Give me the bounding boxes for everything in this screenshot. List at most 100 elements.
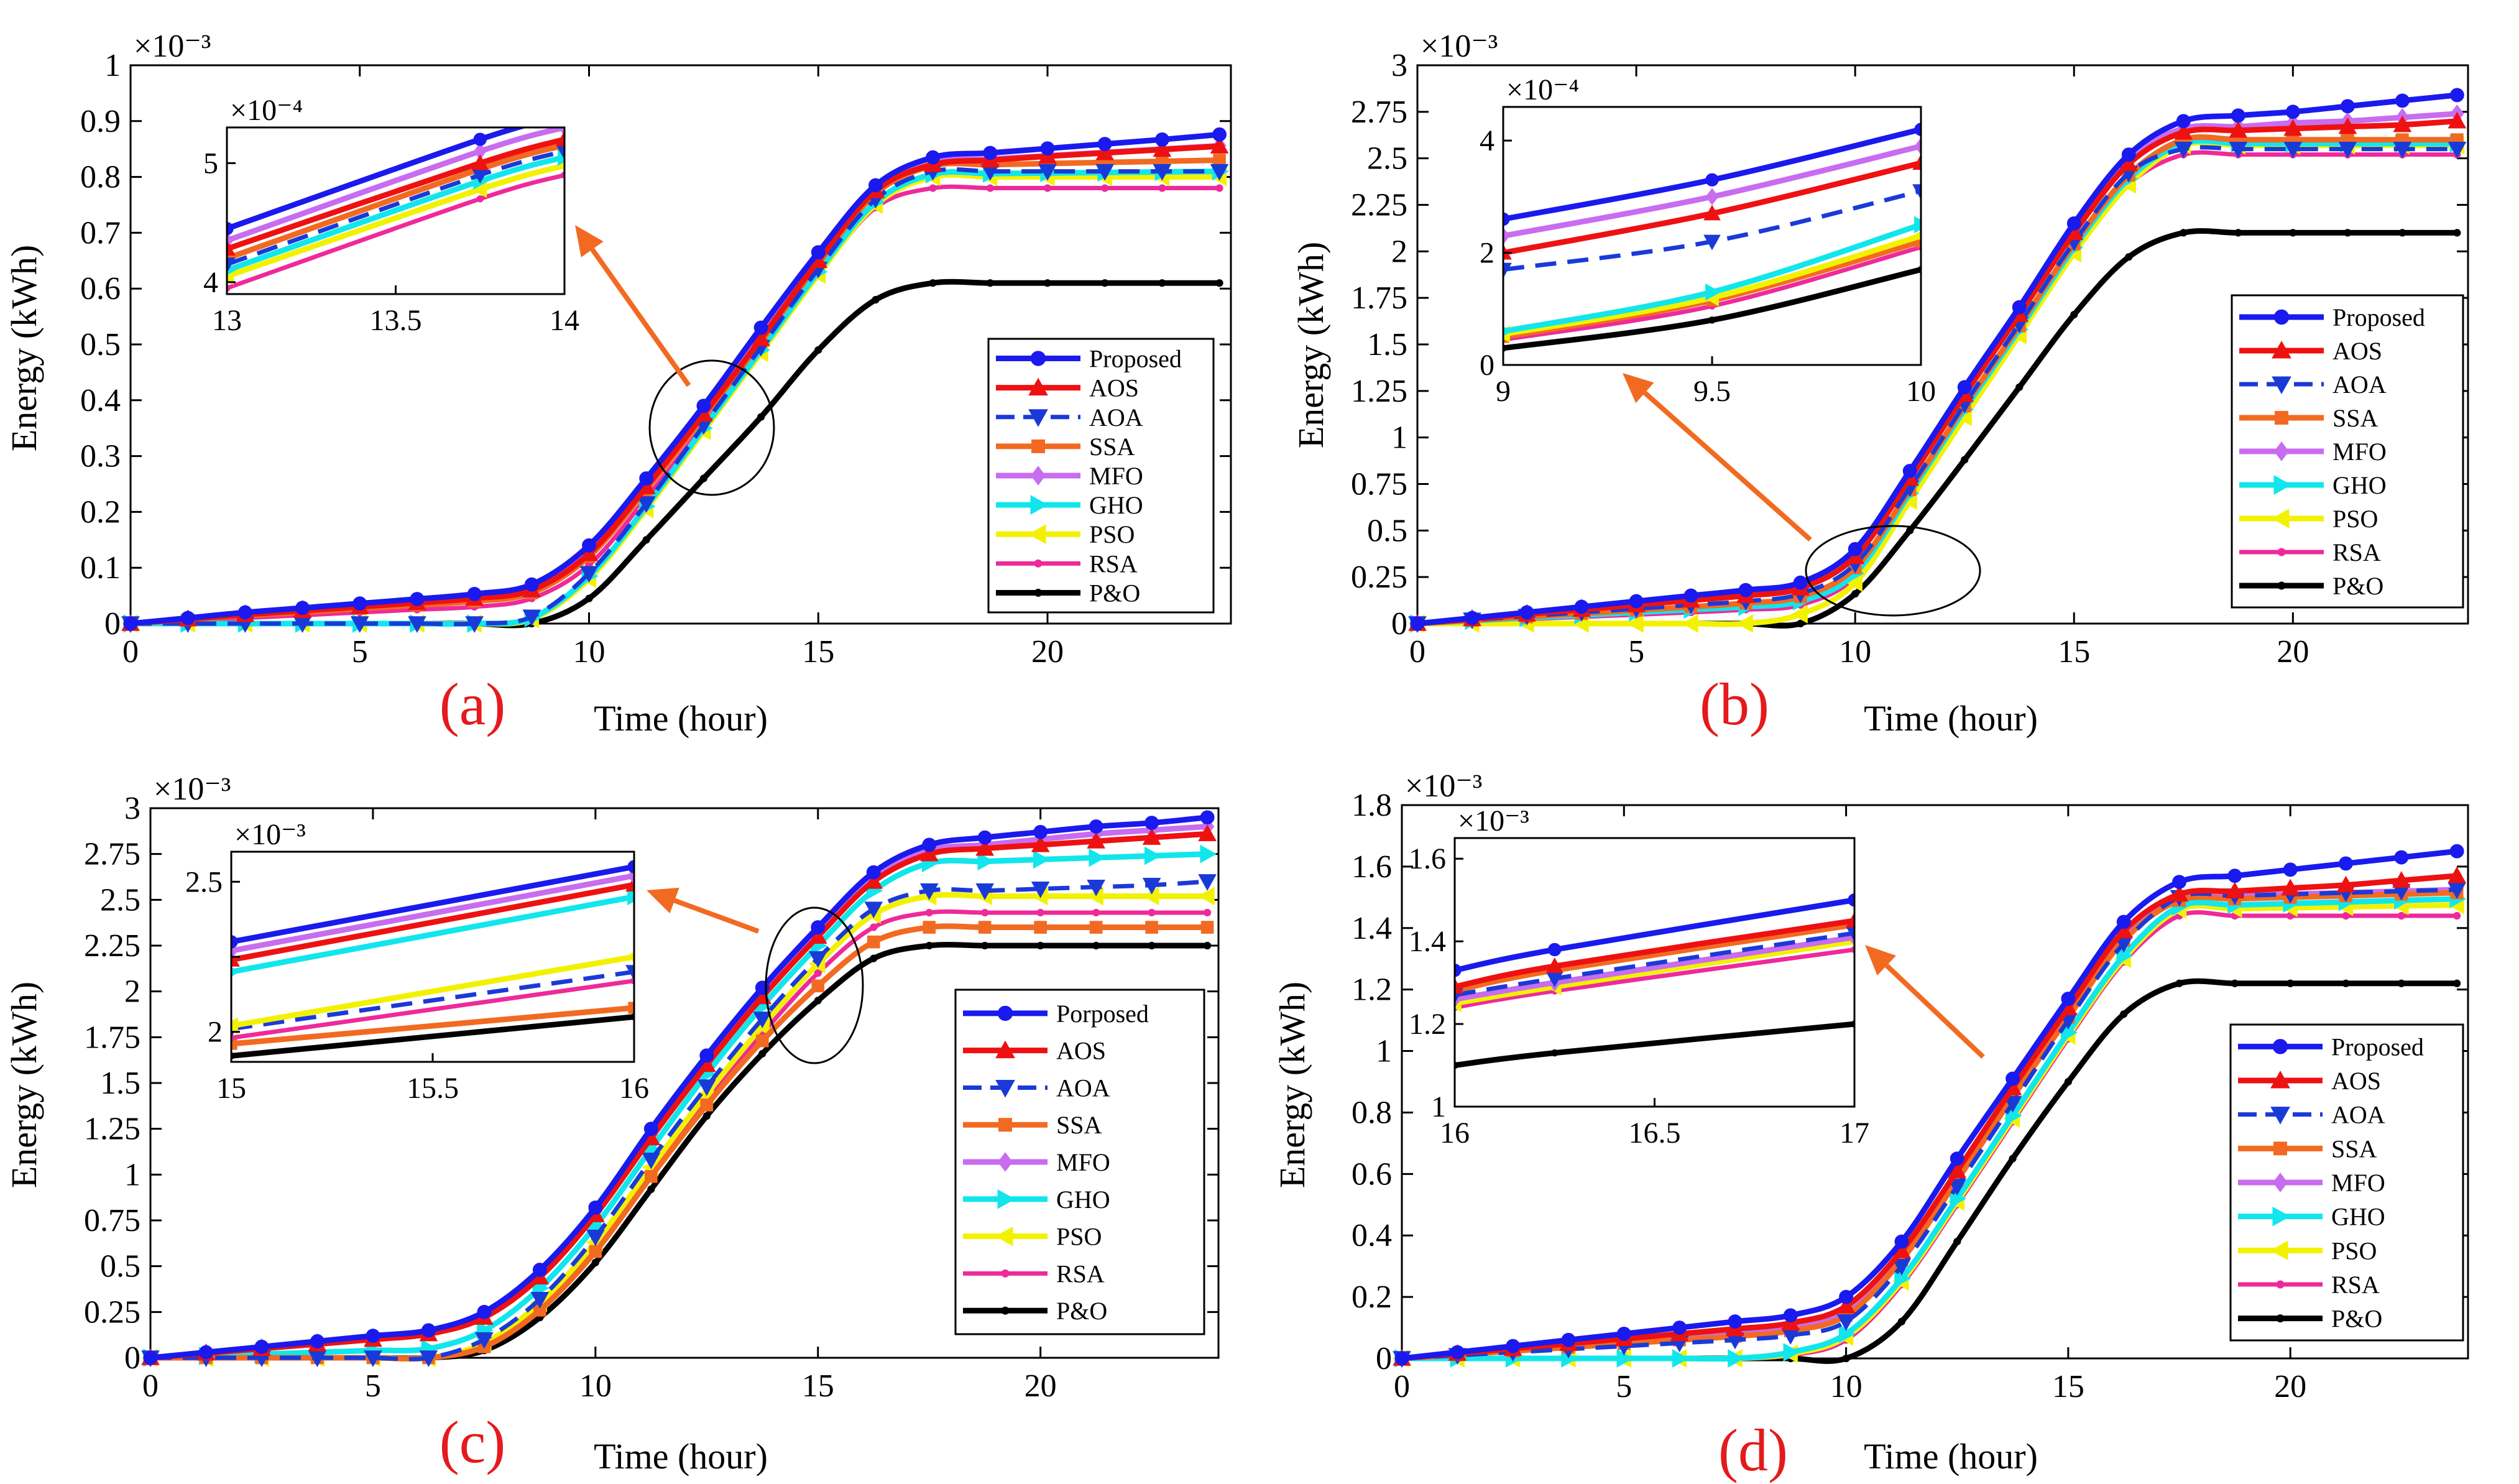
data-point (1912, 154, 1921, 170)
data-point (556, 144, 564, 160)
data-point (2116, 946, 2134, 966)
data-point (1101, 184, 1109, 192)
data-point (1215, 184, 1223, 192)
data-point (1545, 957, 1563, 973)
legend-label: AOS (2332, 337, 2382, 365)
data-point (1033, 824, 1048, 839)
data-point (639, 471, 654, 486)
data-point (1705, 188, 1719, 206)
legend-entry: AOA (2238, 1101, 2385, 1129)
y-tick-label: 2.25 (1351, 188, 1407, 223)
data-point (1394, 1351, 1409, 1366)
series-line (150, 851, 1208, 1361)
inset-x-tick-label: 9.5 (1693, 375, 1731, 408)
inset-axes: 13 13.5 14 4 5 ×10⁻⁴ (203, 94, 579, 337)
legend-entry: SSA (2238, 1135, 2377, 1163)
data-point (811, 979, 825, 993)
inset-x-tick-label: 16 (619, 1072, 649, 1105)
data-point (1793, 575, 1808, 590)
legend-marker (2276, 1280, 2285, 1289)
data-point (2231, 979, 2239, 987)
series-line (1417, 145, 2457, 626)
inset-x-tick-label: 15 (216, 1072, 246, 1105)
data-point (2172, 875, 2186, 890)
y-axis-label: Energy (kWh) (1272, 982, 1312, 1188)
legend-entry: AOS (996, 374, 1139, 402)
legend-marker (2270, 1070, 2290, 1089)
data-point (1851, 590, 1859, 598)
legend-label: MFO (2331, 1169, 2385, 1197)
data-point (870, 954, 878, 962)
data-point (1036, 908, 1044, 917)
data-point (2006, 1071, 2020, 1086)
data-point (1894, 1234, 1909, 1249)
data-point (1703, 234, 1721, 251)
data-point (870, 923, 878, 931)
legend-entry: PSO (2239, 505, 2378, 533)
series-line (1455, 1021, 1854, 1069)
legend-marker (2270, 1107, 2290, 1125)
y-tick-label: 1.75 (1351, 280, 1407, 316)
series-line (227, 149, 564, 267)
data-point (1158, 279, 1166, 287)
y-tick-label: 0.7 (80, 215, 121, 251)
legend-label: RSA (1089, 550, 1138, 578)
data-point (2234, 229, 2242, 237)
series-gho (1503, 216, 1921, 336)
inset-axis-exponent: ×10⁻³ (1458, 804, 1529, 837)
legend-label: SSA (2332, 404, 2378, 432)
y-tick-label: 2.75 (1351, 94, 1407, 130)
legend-marker (998, 1118, 1012, 1132)
legend-marker (2273, 475, 2292, 495)
y-tick-label: 0.25 (84, 1294, 140, 1330)
panel-label: (b) (1700, 671, 1769, 737)
data-point (757, 413, 765, 421)
inset-x-tick-label: 15.5 (407, 1072, 459, 1105)
data-point (1087, 880, 1105, 896)
legend-entry: Porposed (963, 1000, 1149, 1028)
data-point (2289, 229, 2297, 237)
y-tick-label: 1.8 (1352, 788, 1392, 823)
legend-entry: GHO (2239, 471, 2387, 499)
panel-label: (d) (1718, 1417, 1788, 1483)
y-tick-label: 0.2 (80, 494, 121, 530)
data-point (1791, 605, 1808, 624)
series-proposed (123, 127, 1227, 631)
y-tick-label: 0.25 (1351, 560, 1407, 595)
legend: Porposed AOS AOA SSA MFO GHO PSO RSA P&O (954, 989, 1205, 1335)
legend-label: AOA (2331, 1101, 2385, 1129)
legend-entry: PSO (963, 1223, 1102, 1251)
data-point (2061, 992, 2076, 1006)
panel-label: (a) (440, 671, 506, 737)
series-proposed (1394, 844, 2464, 1366)
data-point (866, 865, 881, 880)
data-point (2392, 871, 2411, 888)
data-point (1683, 588, 1698, 603)
data-point (2121, 147, 2136, 162)
data-point (977, 852, 995, 871)
y-tick-label: 0.4 (80, 383, 121, 418)
data-point (2125, 253, 2133, 261)
data-point (925, 941, 933, 950)
y-tick-label: 0.6 (80, 271, 121, 306)
data-point (2070, 311, 2078, 319)
data-point (1031, 835, 1050, 852)
series-line (150, 831, 1208, 1361)
legend-entry: GHO (963, 1186, 1110, 1214)
inset-y-tick-label: 4 (1480, 124, 1494, 157)
data-point (2398, 229, 2406, 237)
data-point (700, 1099, 714, 1112)
data-point (1548, 942, 1562, 957)
legend-marker (2272, 340, 2291, 359)
data-point (986, 184, 994, 192)
data-point (923, 921, 936, 934)
data-point (2174, 142, 2193, 159)
data-point (2285, 104, 2300, 119)
legend-label: GHO (1056, 1186, 1110, 1214)
data-point (1144, 816, 1159, 830)
legend-label: P&O (2332, 572, 2383, 600)
legend-label: RSA (2331, 1271, 2380, 1299)
data-point (981, 941, 989, 950)
